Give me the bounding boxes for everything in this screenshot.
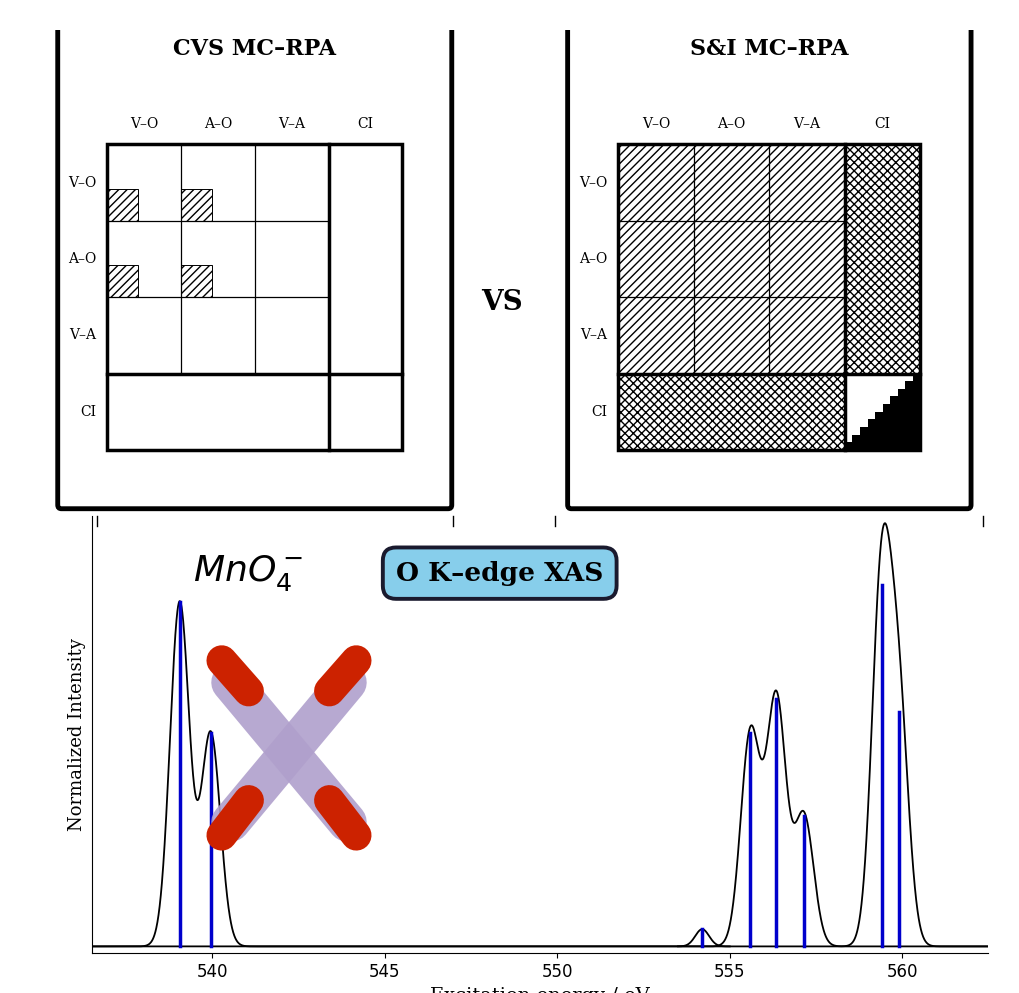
- Bar: [891, 396, 920, 404]
- Bar: [898, 389, 920, 396]
- Text: CI: CI: [81, 405, 96, 419]
- Bar: [875, 412, 920, 419]
- Text: V–O: V–O: [130, 116, 158, 131]
- Text: V–A: V–A: [580, 329, 607, 343]
- Y-axis label: Normalized Intensity: Normalized Intensity: [68, 638, 87, 831]
- Bar: [619, 373, 694, 450]
- Text: VS: VS: [482, 289, 523, 317]
- Bar: [905, 381, 920, 389]
- Text: V–A: V–A: [69, 329, 96, 343]
- Text: A–O: A–O: [717, 116, 746, 131]
- Bar: [845, 373, 920, 450]
- Text: A–O: A–O: [68, 252, 96, 266]
- Bar: [107, 144, 403, 450]
- Bar: [181, 189, 212, 220]
- Bar: [845, 144, 920, 220]
- Text: V–A: V–A: [278, 116, 305, 131]
- Bar: [107, 189, 139, 220]
- Bar: [913, 373, 920, 381]
- Bar: [769, 373, 845, 450]
- Bar: [619, 220, 694, 297]
- Bar: [845, 297, 920, 373]
- Text: $\mathit{MnO}_4^-$: $\mathit{MnO}_4^-$: [194, 553, 304, 593]
- Bar: [619, 144, 920, 450]
- Bar: [845, 220, 920, 297]
- Text: O K–edge XAS: O K–edge XAS: [396, 561, 603, 586]
- X-axis label: Excitation energy / eV: Excitation energy / eV: [430, 987, 650, 993]
- Text: V–O: V–O: [642, 116, 671, 131]
- Bar: [619, 297, 694, 373]
- Bar: [619, 144, 694, 220]
- Bar: [694, 144, 769, 220]
- Bar: [181, 265, 212, 297]
- Bar: [694, 373, 769, 450]
- Text: A–O: A–O: [579, 252, 607, 266]
- Bar: [769, 220, 845, 297]
- Text: V–O: V–O: [68, 176, 96, 190]
- Bar: [107, 265, 139, 297]
- Text: CVS MC–RPA: CVS MC–RPA: [173, 39, 336, 61]
- Bar: [694, 297, 769, 373]
- Bar: [769, 144, 845, 220]
- Text: V–O: V–O: [579, 176, 607, 190]
- Text: CI: CI: [591, 405, 607, 419]
- Bar: [853, 435, 920, 442]
- Text: CI: CI: [358, 116, 373, 131]
- Bar: [860, 427, 920, 435]
- Text: A–O: A–O: [204, 116, 232, 131]
- Text: S&I MC–RPA: S&I MC–RPA: [690, 39, 849, 61]
- Bar: [694, 220, 769, 297]
- Bar: [867, 419, 920, 427]
- Bar: [882, 404, 920, 412]
- Text: V–A: V–A: [794, 116, 820, 131]
- Bar: [845, 442, 920, 450]
- Bar: [769, 297, 845, 373]
- Text: CI: CI: [874, 116, 891, 131]
